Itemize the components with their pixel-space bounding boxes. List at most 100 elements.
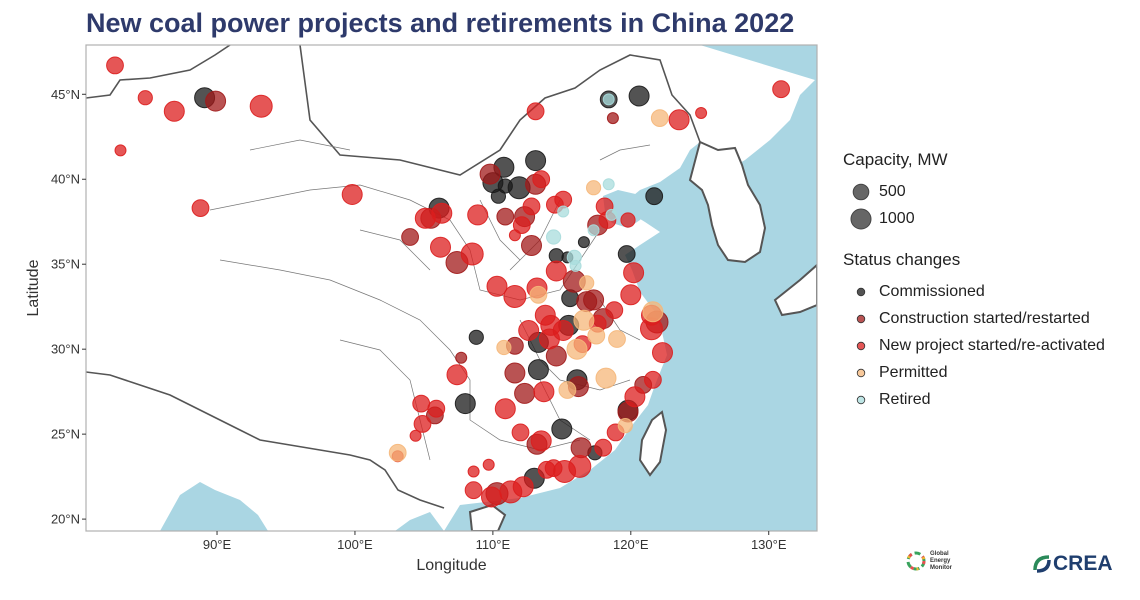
project-point-new-project-started-re-activated — [494, 398, 516, 420]
project-point-construction-started-restarted — [583, 289, 605, 311]
status-legend-label: Construction started/restarted — [879, 309, 1090, 327]
project-point-new-project-started-re-activated — [412, 394, 431, 413]
y-tick-label: 20°N — [51, 512, 80, 527]
land-taiwan — [638, 410, 668, 477]
status-swatch — [856, 287, 866, 296]
project-point-new-project-started-re-activated — [695, 107, 708, 119]
project-point-new-project-started-re-activated — [341, 184, 363, 205]
project-point-new-project-started-re-activated — [533, 381, 555, 403]
project-point-retired — [605, 208, 618, 221]
capacity-legend-item: 1000 — [843, 205, 1138, 232]
capacity-legend-title: Capacity, MW — [843, 150, 948, 169]
project-point-commissioned — [497, 178, 513, 194]
project-point-new-project-started-re-activated — [446, 364, 468, 386]
project-point-new-project-started-re-activated — [605, 301, 624, 320]
project-point-construction-started-restarted — [455, 351, 468, 364]
project-point-new-project-started-re-activated — [552, 320, 574, 341]
gem-line: Global — [930, 550, 949, 557]
project-point-permitted — [586, 180, 602, 196]
project-point-new-project-started-re-activated — [431, 202, 453, 224]
project-point-commissioned — [525, 150, 547, 172]
sea-bay-of-bengal — [160, 482, 268, 531]
status-legend-item: Permitted — [843, 359, 1138, 386]
y-tick-label: 25°N — [51, 427, 80, 442]
crea-logo: CREA — [1031, 552, 1113, 576]
gem-logo-icon — [906, 551, 926, 571]
project-point-new-project-started-re-activated — [511, 423, 530, 442]
project-point-retired — [587, 224, 600, 237]
gem-line: Energy — [930, 557, 951, 564]
status-legend-item: Retired — [843, 386, 1138, 413]
project-point-new-project-started-re-activated — [512, 216, 531, 235]
project-point-permitted — [617, 418, 633, 434]
project-point-new-project-started-re-activated — [624, 386, 646, 408]
project-point-new-project-started-re-activated — [249, 94, 273, 118]
status-swatch — [856, 314, 866, 323]
project-point-retired — [602, 93, 615, 106]
project-point-new-project-started-re-activated — [464, 481, 483, 500]
status-legend-item: New project started/re-activated — [843, 332, 1138, 359]
project-point-permitted — [496, 339, 512, 356]
project-point-permitted — [642, 301, 664, 323]
capacity-legend-label: 500 — [879, 182, 906, 200]
project-point-permitted — [595, 367, 617, 389]
project-point-new-project-started-re-activated — [594, 438, 613, 457]
project-point-permitted — [579, 275, 595, 291]
project-point-construction-started-restarted — [606, 112, 619, 125]
project-point-new-project-started-re-activated — [668, 109, 690, 131]
x-tick-label: 120°E — [613, 537, 649, 552]
x-axis-label: Longitude — [416, 557, 486, 574]
status-legend-item: Commissioned — [843, 278, 1138, 305]
capacity-1000-symbol — [850, 208, 872, 229]
project-point-new-project-started-re-activated — [413, 415, 432, 433]
status-legend-title: Status changes — [843, 250, 961, 269]
project-point-permitted — [529, 285, 548, 304]
y-tick-label: 40°N — [51, 172, 80, 187]
project-point-new-project-started-re-activated — [652, 342, 673, 364]
project-point-commissioned — [628, 85, 650, 107]
status-legend-label: Commissioned — [879, 282, 985, 300]
project-point-construction-started-restarted — [496, 207, 515, 226]
sea-gulf-of-tonkin — [395, 512, 444, 531]
project-point-new-project-started-re-activated — [508, 229, 521, 242]
project-point-new-project-started-re-activated — [545, 260, 567, 282]
project-point-retired — [602, 178, 615, 191]
legend: Capacity, MW 500 1000 Status changes Com… — [843, 150, 1138, 413]
project-point-new-project-started-re-activated — [620, 212, 636, 228]
y-tick-label: 45°N — [51, 87, 80, 102]
project-point-permitted — [608, 330, 626, 348]
status-legend-item: Construction started/restarted — [843, 305, 1138, 332]
project-point-new-project-started-re-activated — [114, 144, 127, 157]
project-point-new-project-started-re-activated — [482, 458, 495, 471]
project-point-new-project-started-re-activated — [568, 454, 592, 478]
project-point-commissioned — [577, 236, 590, 249]
project-point-new-project-started-re-activated — [163, 100, 185, 122]
project-point-construction-started-restarted — [401, 228, 420, 246]
status-legend-label: New project started/re-activated — [879, 336, 1105, 354]
project-point-construction-started-restarted — [205, 90, 227, 112]
project-point-new-project-started-re-activated — [409, 429, 422, 442]
project-point-new-project-started-re-activated — [481, 486, 502, 508]
project-point-new-project-started-re-activated — [191, 199, 210, 218]
status-legend-label: Permitted — [879, 363, 948, 381]
project-point-commissioned — [617, 245, 636, 263]
project-point-new-project-started-re-activated — [623, 262, 645, 284]
project-point-commissioned — [645, 187, 664, 206]
project-point-new-project-started-re-activated — [430, 236, 451, 258]
logos: Global Energy Monitor CREA — [905, 548, 1125, 588]
capacity-legend-label: 1000 — [879, 209, 915, 227]
project-point-new-project-started-re-activated — [137, 90, 153, 106]
project-point-retired — [546, 229, 562, 245]
project-point-new-project-started-re-activated — [467, 465, 480, 478]
map-panel-frame — [85, 44, 818, 532]
capacity-legend-item: 500 — [843, 178, 1138, 205]
project-point-new-project-started-re-activated — [554, 190, 573, 209]
project-point-permitted — [558, 381, 577, 399]
status-legend-label: Retired — [879, 390, 931, 408]
project-point-new-project-started-re-activated — [620, 284, 642, 306]
china-border — [86, 45, 701, 509]
project-point-permitted — [650, 109, 669, 127]
project-point-new-project-started-re-activated — [644, 370, 662, 389]
project-point-permitted — [573, 309, 595, 331]
y-axis-label: Latitude — [25, 259, 42, 316]
